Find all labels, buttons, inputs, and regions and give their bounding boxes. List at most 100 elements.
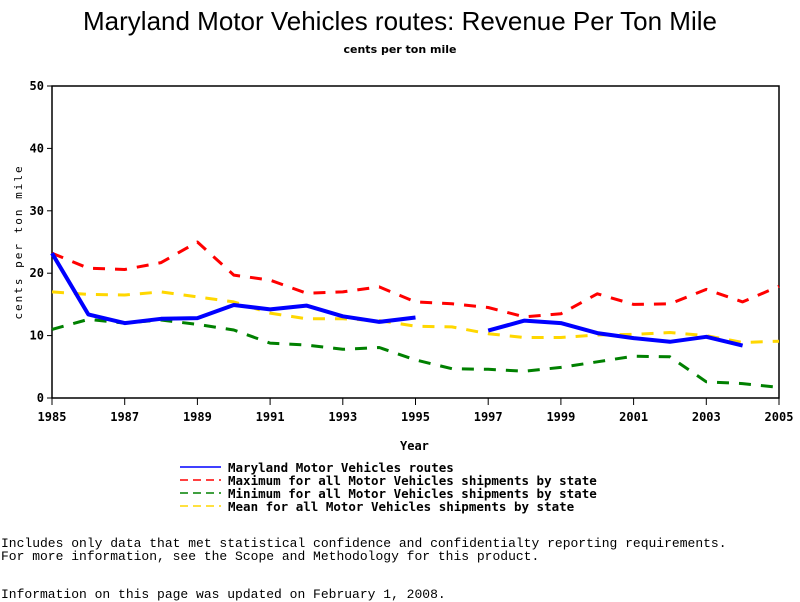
x-tick-label: 2003 — [692, 410, 721, 424]
x-tick-label: 1995 — [401, 410, 430, 424]
x-tick-label: 1989 — [183, 410, 212, 424]
data-point — [196, 241, 199, 244]
footnote-confidence: Includes only data that met statistical … — [1, 536, 727, 551]
data-point — [196, 295, 199, 298]
data-point — [232, 329, 235, 332]
data-point — [87, 313, 90, 316]
data-point — [778, 285, 781, 288]
series-line — [51, 290, 780, 344]
data-point — [596, 360, 599, 363]
series-line — [50, 252, 416, 326]
data-point — [559, 366, 562, 369]
data-point — [596, 332, 599, 335]
data-point — [487, 332, 490, 335]
data-point — [414, 325, 417, 328]
x-axis: 1985 1987 1989 1991 1993 1995 1997 1999 2001 2003… — [38, 398, 794, 424]
x-axis-label: Year — [400, 439, 429, 453]
data-point — [632, 303, 635, 306]
data-point — [523, 315, 526, 318]
data-point — [559, 336, 562, 339]
data-point — [632, 355, 635, 358]
data-point — [778, 340, 781, 343]
legend-label: Mean for all Motor Vehicles shipments by… — [228, 499, 575, 514]
series-line — [51, 240, 780, 319]
y-tick-label: 10 — [30, 329, 44, 343]
data-point — [632, 333, 635, 336]
series-line — [487, 318, 744, 348]
data-point — [196, 317, 199, 320]
data-point — [668, 331, 671, 334]
data-point — [341, 315, 344, 318]
data-point — [596, 292, 599, 295]
data-point — [523, 370, 526, 373]
data-point — [741, 344, 744, 347]
data-point — [705, 288, 708, 291]
series-maximum-for-all-motor-vehicles-shipments-by-state — [51, 240, 781, 319]
data-point — [87, 267, 90, 270]
x-tick-label: 1997 — [474, 410, 503, 424]
x-tick-label: 2005 — [765, 410, 794, 424]
x-tick-label: 1985 — [38, 410, 67, 424]
series-mean-for-all-motor-vehicles-shipments-by-state — [51, 290, 781, 344]
footnote-methodology: For more information, see the Scope and … — [1, 549, 540, 564]
y-tick-label: 40 — [30, 141, 44, 155]
data-point — [51, 328, 54, 331]
series-line — [51, 317, 780, 389]
data-point — [51, 252, 54, 255]
chart-subtitle: cents per ton mile — [344, 43, 457, 56]
data-point — [668, 302, 671, 305]
data-point — [487, 368, 490, 371]
data-point — [778, 386, 781, 389]
data-point — [123, 268, 126, 271]
data-point — [414, 316, 417, 319]
data-point — [487, 306, 490, 309]
data-point — [378, 320, 381, 323]
data-point — [160, 290, 163, 293]
data-point — [559, 322, 562, 325]
data-point — [269, 279, 272, 282]
data-point — [523, 336, 526, 339]
legend-label: Maryland Motor Vehicles routes — [228, 460, 454, 475]
y-tick-label: 30 — [30, 204, 44, 218]
chart-title: Maryland Motor Vehicles routes: Revenue … — [83, 6, 717, 36]
y-tick-label: 20 — [30, 266, 44, 280]
data-point — [378, 285, 381, 288]
x-tick-label: 1993 — [328, 410, 357, 424]
legend-label: Minimum for all Motor Vehicles shipments… — [228, 486, 597, 501]
series-minimum-for-all-motor-vehicles-shipments-by-state — [51, 317, 781, 389]
data-point — [305, 292, 308, 295]
series-layer — [50, 240, 781, 389]
x-tick-label: 1991 — [256, 410, 285, 424]
data-point — [378, 346, 381, 349]
data-point — [196, 323, 199, 326]
data-point — [741, 382, 744, 385]
x-tick-label: 2001 — [619, 410, 648, 424]
data-point — [414, 300, 417, 303]
data-point — [632, 337, 635, 340]
data-point — [668, 340, 671, 343]
y-tick-label: 50 — [30, 79, 44, 93]
y-tick-label: 0 — [37, 391, 44, 405]
data-point — [269, 308, 272, 311]
data-point — [523, 319, 526, 322]
x-tick-label: 1987 — [110, 410, 139, 424]
data-point — [51, 290, 54, 293]
data-point — [87, 293, 90, 296]
data-point — [705, 335, 708, 338]
data-point — [269, 342, 272, 345]
legend-label: Maximum for all Motor Vehicles shipments… — [228, 473, 597, 488]
data-point — [450, 325, 453, 328]
data-point — [450, 367, 453, 370]
data-point — [741, 300, 744, 303]
data-point — [160, 317, 163, 320]
data-point — [305, 304, 308, 307]
data-point — [232, 300, 235, 303]
data-point — [269, 312, 272, 315]
data-point — [123, 294, 126, 297]
data-point — [705, 380, 708, 383]
data-point — [305, 317, 308, 320]
x-tick-label: 1999 — [546, 410, 575, 424]
data-point — [341, 348, 344, 351]
data-point — [123, 322, 126, 325]
